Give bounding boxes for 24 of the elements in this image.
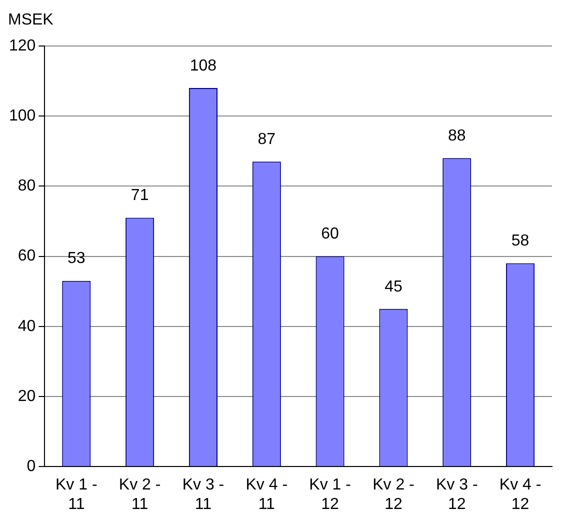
data-label: 60 — [321, 226, 340, 243]
x-tick-label: Kv 2 - 11 — [118, 476, 161, 513]
data-label: 88 — [448, 128, 466, 145]
x-tick-label: Kv 4 - 12 — [499, 476, 542, 513]
y-tick-label: 40 — [18, 318, 36, 335]
y-axis-title: MSEK — [8, 11, 54, 28]
x-tick-label: Kv 1 - 11 — [56, 476, 98, 513]
y-tick-label: 80 — [18, 178, 36, 195]
y-tick-label: 60 — [18, 248, 36, 265]
data-label: 58 — [511, 232, 530, 250]
x-tick-label: Kv 1 - 12 — [309, 476, 351, 513]
x-tick-label: Kv 3 - 11 — [182, 476, 224, 513]
y-tick-label: 20 — [18, 388, 36, 405]
y-tick-label: 100 — [8, 108, 36, 125]
y-tick-label: 0 — [26, 458, 36, 476]
x-tick-label: Kv 2 - 12 — [372, 476, 414, 513]
x-tick-label: Kv 3 - 12 — [436, 476, 478, 513]
data-label: 108 — [190, 57, 217, 74]
data-label: 87 — [258, 131, 276, 148]
data-label: 45 — [384, 278, 402, 296]
data-label: 53 — [68, 250, 86, 268]
data-label: 71 — [130, 187, 149, 204]
y-tick-label: 120 — [8, 37, 36, 54]
x-tick-label: Kv 4 - 11 — [246, 476, 288, 513]
